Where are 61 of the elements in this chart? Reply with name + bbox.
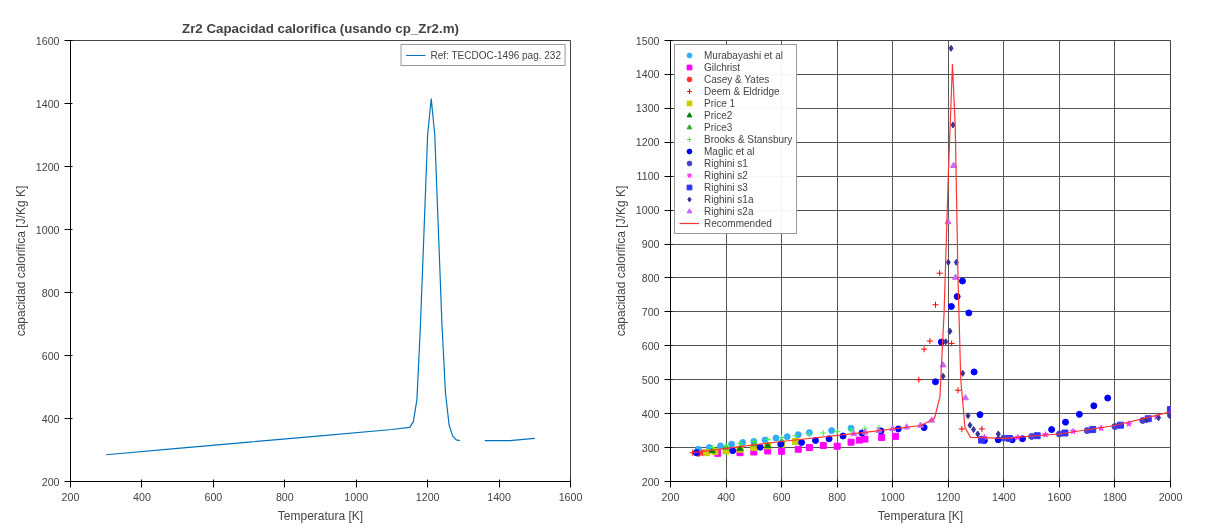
y-tick-label: 200 [41, 475, 60, 488]
x-tick-label: 2000 [1158, 490, 1183, 503]
y-tick-label: 1400 [635, 68, 660, 81]
y-tick-label: 1600 [35, 34, 60, 47]
chart-title: Zr2 Capacidad calorifica (usando cp_Zr2.m) [182, 20, 460, 36]
x-axis-title: Temperatura [K] [877, 508, 964, 523]
y-tick-label: 400 [641, 407, 660, 420]
y-tick-label: 1500 [635, 34, 660, 47]
legend-label: Righini s1a [704, 193, 754, 205]
x-axis-title: Temperatura [K] [277, 508, 364, 523]
x-tick-label: 1400 [991, 490, 1016, 503]
x-tick-label: 800 [828, 490, 847, 503]
y-tick-label: 1300 [635, 102, 660, 115]
legend-label: Price 1 [704, 97, 736, 109]
legend-label: Ref: TECDOC-1496 pag. 232 [430, 49, 561, 61]
y-tick-label: 800 [41, 286, 60, 299]
y-tick-label: 1400 [35, 97, 60, 110]
y-tick-label: 300 [641, 441, 660, 454]
legend-label: Deem & Eldridge [704, 85, 780, 97]
x-tick-label: 200 [61, 490, 80, 503]
y-tick-label: 1000 [635, 204, 660, 217]
legend-label: Righini s1 [704, 157, 748, 169]
y-tick-label: 400 [41, 412, 60, 425]
y-tick-label: 900 [641, 238, 660, 251]
legend-label: Gilchrist [704, 61, 741, 73]
legend-label: Righini s2 [704, 169, 748, 181]
y-tick-label: 500 [641, 373, 660, 386]
legend-label: Righini s2a [704, 205, 754, 217]
y-tick-label: 1200 [35, 160, 60, 173]
x-tick-label: 1000 [344, 490, 369, 503]
y-tick-label: 600 [641, 339, 660, 352]
y-axis-title: capacidad calorifica [J/Kg K] [613, 185, 628, 337]
legend-label: Recommended [704, 217, 772, 229]
x-tick-label: 1000 [880, 490, 905, 503]
legend-label: Maglic et al [704, 145, 755, 157]
x-tick-label: 1600 [1047, 490, 1072, 503]
x-tick-label: 200 [661, 490, 680, 503]
legend-label: Casey & Yates [704, 73, 770, 85]
x-tick-label: 400 [133, 490, 151, 503]
x-tick-label: 1600 [558, 490, 583, 503]
y-tick-label: 700 [641, 305, 660, 318]
x-tick-label: 1400 [487, 490, 511, 503]
legend-label: Brooks & Stansbury [704, 133, 793, 145]
legend-label: Righini s3 [704, 181, 748, 193]
legend-label: Price3 [704, 121, 733, 133]
x-tick-label: 600 [204, 490, 223, 503]
legend-label: Murabayashi et al [704, 49, 783, 61]
y-tick-label: 600 [41, 349, 60, 362]
y-tick-label: 800 [641, 271, 660, 284]
legend-label: Price2 [704, 109, 733, 121]
x-tick-label: 1800 [1103, 490, 1127, 503]
x-tick-label: 800 [275, 490, 294, 503]
x-tick-label: 1200 [936, 490, 961, 503]
x-tick-label: 600 [772, 490, 791, 503]
y-tick-label: 1100 [636, 170, 660, 183]
x-tick-label: 400 [717, 490, 736, 503]
x-tick-label: 1200 [415, 490, 440, 503]
y-axis-title: capacidad calorifica [J/Kg K] [13, 185, 28, 337]
y-tick-label: 1200 [635, 136, 660, 149]
y-tick-label: 1000 [35, 223, 60, 236]
y-tick-label: 200 [641, 475, 660, 488]
